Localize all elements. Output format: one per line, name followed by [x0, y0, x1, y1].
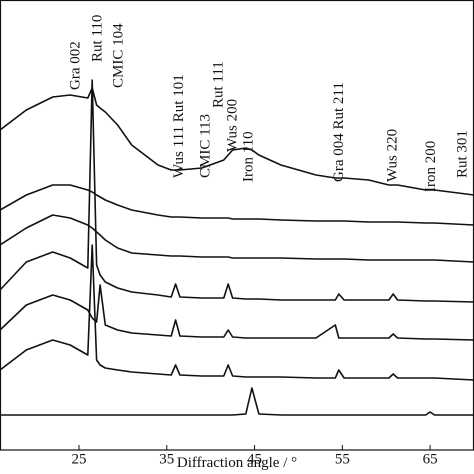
diffraction-trace	[0, 387, 474, 416]
peak-label: Iron 110	[241, 131, 257, 182]
peak-label: Gra 004 Rut 211	[331, 82, 347, 182]
x-tick-label: 55	[335, 452, 350, 468]
peak-label: Wus 220	[384, 129, 400, 182]
peak-label: Rut 111	[211, 61, 227, 108]
peak-label: CMIC 113	[198, 114, 214, 178]
peak-label: Wus 200	[225, 99, 241, 152]
peak-label: Rut 110	[90, 15, 106, 62]
x-axis-label: Diffraction angle / °	[177, 455, 297, 471]
x-tick-label: 45	[247, 452, 262, 468]
peak-label: Wus 111 Rut 101	[171, 74, 187, 178]
x-tick-label: 65	[423, 452, 438, 468]
diffraction-trace	[0, 87, 474, 196]
x-tick-label: 35	[159, 452, 174, 468]
peak-label: CMIC 104	[111, 23, 127, 88]
peak-label: Gra 002	[68, 41, 84, 90]
diffraction-trace	[0, 244, 474, 381]
peak-label: Rut 301	[455, 130, 471, 178]
peak-label: Iron 200	[423, 141, 439, 192]
diffraction-trace	[0, 284, 474, 341]
diffraction-trace	[0, 79, 474, 303]
x-tick-label: 25	[72, 452, 87, 468]
